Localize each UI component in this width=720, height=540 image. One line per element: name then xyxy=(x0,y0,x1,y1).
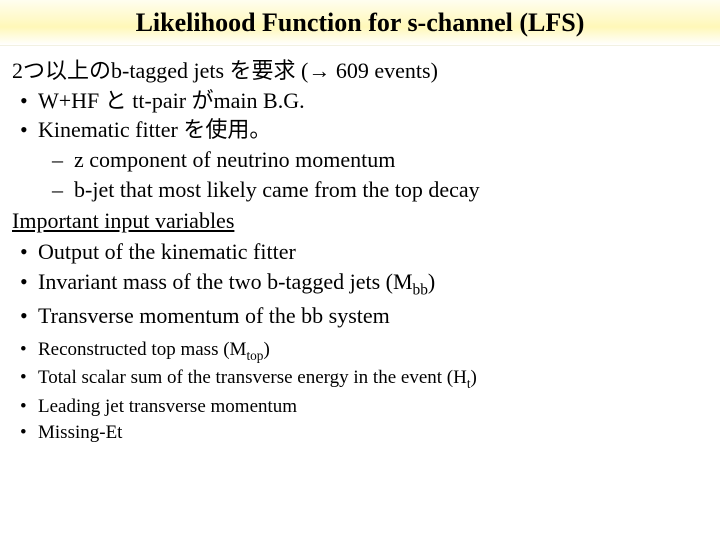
var-ptbb-text: Transverse momentum of the bb system xyxy=(38,303,390,328)
var-leadjet: Leading jet transverse momentum xyxy=(12,394,708,421)
sub-bjet: b-jet that most likely came from the top… xyxy=(12,175,708,205)
var-ht: Total scalar sum of the transverse energ… xyxy=(12,365,708,393)
var-mtop-post: ) xyxy=(263,339,269,360)
bullet-fitter-text: Kinematic fitter を使用。 xyxy=(38,117,271,142)
bullet-bg: W+HF と tt-pair がmain B.G. xyxy=(12,86,708,116)
var-met: Missing-Et xyxy=(12,420,708,447)
var-output: Output of the kinematic fitter xyxy=(12,237,708,267)
var-mtop-pre: Reconstructed top mass (M xyxy=(38,339,246,360)
requirement-count: 609 xyxy=(336,58,369,83)
var-mbb-pre: Invariant mass of the two b-tagged jets … xyxy=(38,269,413,294)
title-bar: Likelihood Function for s-channel (LFS) xyxy=(0,0,720,46)
var-mbb-sub: bb xyxy=(413,281,428,298)
requirement-pre: 2つ以上のb-tagged jets を要求 (→ xyxy=(12,58,336,83)
var-ht-pre: Total scalar sum of the transverse energ… xyxy=(38,367,467,388)
var-ptbb: Transverse momentum of the bb system xyxy=(12,301,708,331)
sub-bjet-text: b-jet that most likely came from the top… xyxy=(74,177,480,202)
var-mbb: Invariant mass of the two b-tagged jets … xyxy=(12,267,708,301)
requirement-line: 2つ以上のb-tagged jets を要求 (→ 609 events) xyxy=(12,56,708,86)
content-area: 2つ以上のb-tagged jets を要求 (→ 609 events) W+… xyxy=(0,46,720,447)
var-met-text: Missing-Et xyxy=(38,422,122,443)
bullet-fitter: Kinematic fitter を使用。 xyxy=(12,115,708,145)
sub-z-component: z component of neutrino momentum xyxy=(12,145,708,175)
sub-z-text: z component of neutrino momentum xyxy=(74,147,395,172)
var-leadjet-text: Leading jet transverse momentum xyxy=(38,396,297,417)
bullet-bg-text: W+HF と tt-pair がmain B.G. xyxy=(38,88,305,113)
var-mtop: Reconstructed top mass (Mtop) xyxy=(12,337,708,365)
var-mtop-sub: top xyxy=(246,348,263,363)
requirement-post: events) xyxy=(369,58,438,83)
var-ht-post: ) xyxy=(471,367,477,388)
section-heading: Important input variables xyxy=(12,206,708,237)
var-mbb-post: ) xyxy=(428,269,435,294)
slide-title: Likelihood Function for s-channel (LFS) xyxy=(136,8,585,38)
var-output-text: Output of the kinematic fitter xyxy=(38,239,296,264)
